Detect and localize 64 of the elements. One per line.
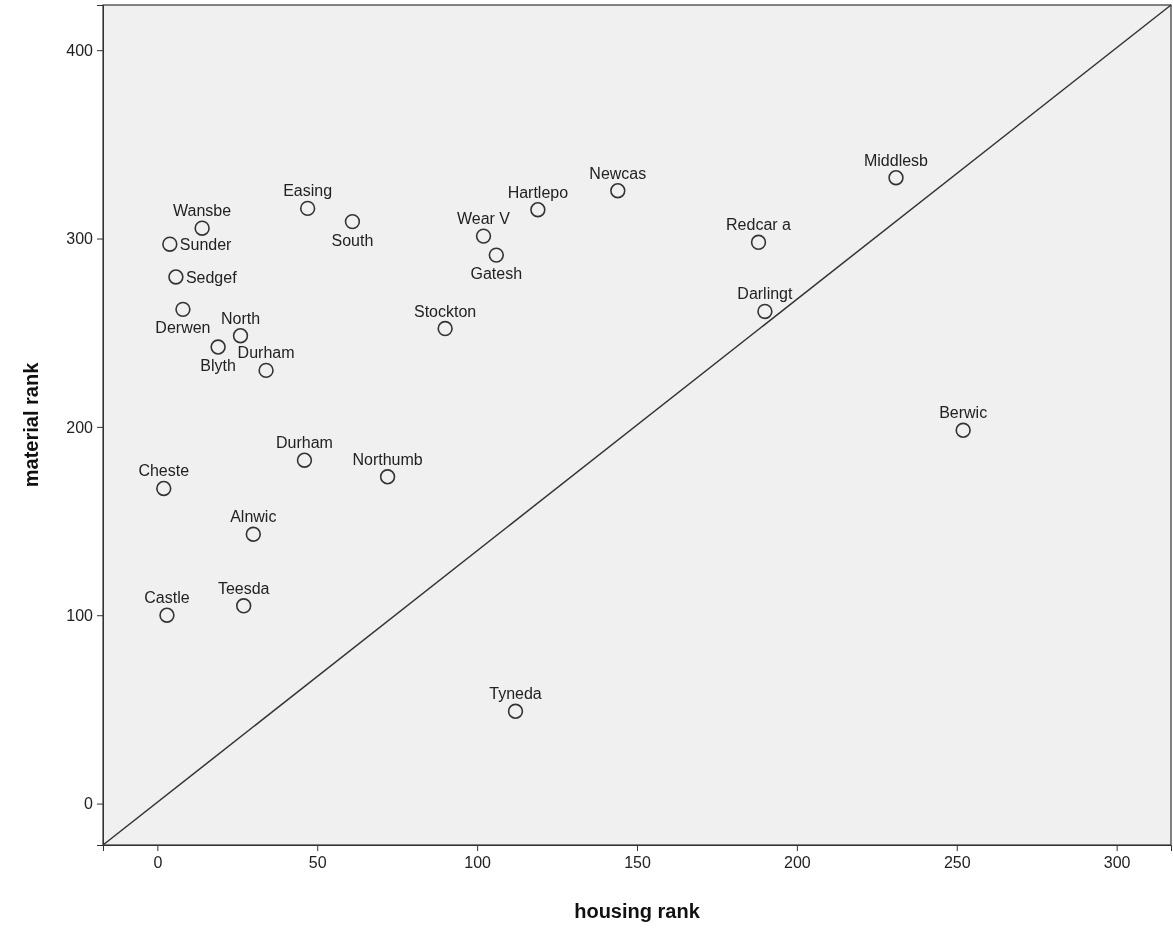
point xyxy=(210,339,226,355)
annotation: Teesda xyxy=(217,579,270,597)
annotation: Hartlepo xyxy=(507,183,569,201)
point xyxy=(156,480,172,497)
annotation: Middlesb xyxy=(863,151,929,169)
annotation: Redcar a xyxy=(726,216,792,234)
point xyxy=(245,526,261,542)
annotation: Wansbe xyxy=(173,202,232,220)
annotation: Berwic xyxy=(939,404,988,422)
annotation: Cheste xyxy=(138,462,190,480)
y-tick-label: 400 xyxy=(66,41,94,59)
point xyxy=(530,202,546,218)
point xyxy=(175,301,191,318)
y-tick-label: 200 xyxy=(66,418,94,436)
point xyxy=(344,213,361,230)
point xyxy=(235,598,252,614)
point xyxy=(750,234,767,251)
annotation: Castle xyxy=(144,589,190,607)
x-tick-label: 300 xyxy=(1103,854,1131,872)
x-tick-label: 200 xyxy=(784,854,811,872)
annotation: Tyneda xyxy=(489,685,542,703)
x-tick-label: 0 xyxy=(153,854,163,872)
point xyxy=(757,303,773,320)
point xyxy=(379,469,396,485)
point xyxy=(194,220,210,236)
point xyxy=(168,269,184,285)
x-tick-label: 250 xyxy=(943,854,971,872)
point xyxy=(955,422,971,438)
point xyxy=(232,328,249,344)
point xyxy=(159,607,175,623)
point xyxy=(610,183,626,199)
annotation: South xyxy=(331,231,374,249)
annotation: Alnwic xyxy=(230,508,277,526)
annotation: Durham xyxy=(237,344,295,362)
point xyxy=(296,452,313,468)
point xyxy=(162,236,178,252)
annotation: Stockton xyxy=(414,302,477,320)
annotation: Durham xyxy=(276,434,333,452)
point xyxy=(488,247,505,263)
x-tick-label: 150 xyxy=(624,854,651,872)
annotation: Gatesh xyxy=(470,265,523,283)
annotation: Sunder xyxy=(179,236,233,254)
x-axis-title: housing rank xyxy=(574,900,701,922)
annotation: Wear V xyxy=(456,210,511,228)
annotation: Sedgef xyxy=(185,268,238,286)
x-tick-label: 100 xyxy=(464,854,492,872)
point xyxy=(475,228,492,244)
point xyxy=(507,703,524,719)
point xyxy=(258,362,274,379)
point xyxy=(299,200,316,217)
annotation: Easing xyxy=(283,182,333,200)
annotation: Northumb xyxy=(352,450,423,468)
y-tick-label: 100 xyxy=(66,606,94,624)
y-tick-label: 0 xyxy=(84,795,94,813)
annotation: North xyxy=(220,309,261,327)
x-tick-label: 50 xyxy=(308,854,327,872)
annotation: Newcas xyxy=(589,164,647,182)
y-tick-label: 300 xyxy=(66,230,94,248)
y-axis-title: material rank xyxy=(20,361,42,488)
annotation: Darlingt xyxy=(737,285,794,303)
point xyxy=(437,320,453,337)
point xyxy=(888,170,904,186)
annotation: Blyth xyxy=(200,357,236,375)
annotation: Derwen xyxy=(155,319,211,337)
